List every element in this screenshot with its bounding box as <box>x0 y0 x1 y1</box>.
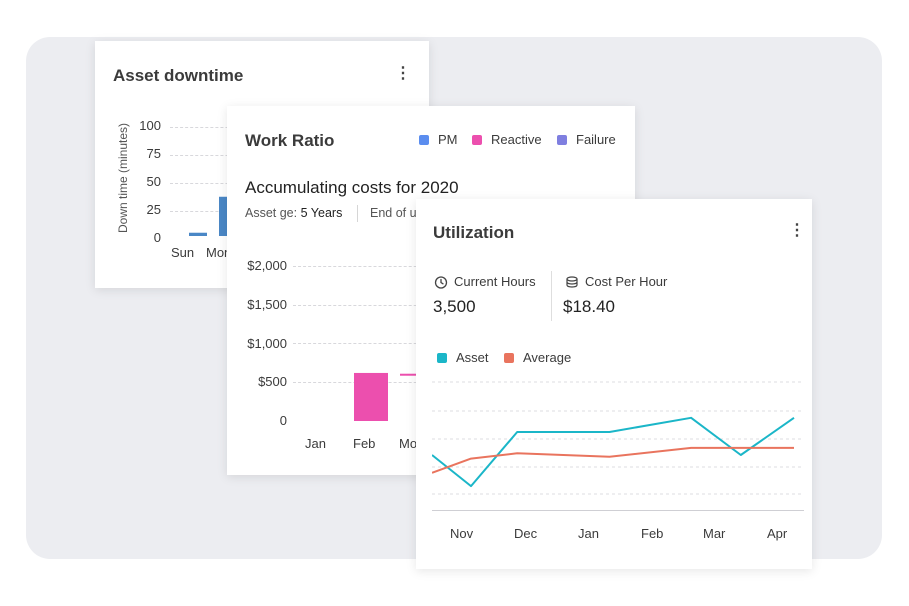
util-line-average <box>432 446 794 474</box>
downtime-ytick: 0 <box>153 230 161 245</box>
end-of-life-filter[interactable]: End of u <box>370 206 417 220</box>
util-xtick: Mar <box>703 526 726 541</box>
cost-xtick: Jan <box>305 436 326 451</box>
legend-label-pm: PM <box>438 132 458 147</box>
downtime-ytick: 100 <box>139 118 161 133</box>
downtime-xtick: Sun <box>171 245 195 260</box>
asset-age-label: Asset ge: <box>245 206 298 220</box>
util-xtick: Nov <box>450 526 474 541</box>
legend-swatch-asset <box>437 352 447 363</box>
legend-pm: PM <box>419 132 458 147</box>
cost-ytick: $2,000 <box>247 258 287 273</box>
cost-xtick: Feb <box>353 436 376 451</box>
legend-average: Average <box>504 350 571 365</box>
legend-failure: Failure <box>557 132 616 147</box>
cost-ytick: $500 <box>258 374 287 389</box>
downtime-ylabel: Down time (minutes) <box>116 122 130 234</box>
coins-icon <box>566 276 578 288</box>
work-ratio-title: Work Ratio <box>245 131 335 150</box>
util-xtick: Apr <box>767 526 788 541</box>
downtime-menu-icon[interactable]: ⋮ <box>395 65 411 82</box>
utilization-plot <box>432 381 804 495</box>
utilization-card: Utilization ⋮ Current Hours 3,500 Cost P… <box>416 199 812 569</box>
util-xtick: Dec <box>514 526 538 541</box>
current-hours-value: 3,500 <box>433 297 476 316</box>
asset-age-filter[interactable]: Asset ge: 5 Years <box>245 206 342 220</box>
downtime-ytick: 75 <box>146 146 161 161</box>
cost-ytick: $1,500 <box>247 297 287 312</box>
utilization-title: Utilization <box>433 223 515 242</box>
legend-swatch-average <box>504 352 514 363</box>
cost-per-hour-value: $18.40 <box>563 297 615 316</box>
kpi-divider <box>551 271 552 321</box>
downtime-title: Asset downtime <box>113 66 244 85</box>
cost-ytick: $1,000 <box>247 336 287 351</box>
legend-asset: Asset <box>437 350 489 365</box>
cost-xtick: Mo <box>399 436 418 451</box>
legend-swatch-reactive <box>472 134 482 145</box>
cost-per-hour-label: Cost Per Hour <box>585 274 668 289</box>
asset-age-value: 5 Years <box>300 206 343 220</box>
cost-bar <box>400 373 424 376</box>
util-xtick: Feb <box>641 526 664 541</box>
cost-plot <box>354 372 424 421</box>
util-line-asset <box>432 416 795 488</box>
downtime-bar <box>189 232 207 236</box>
timer-icon <box>434 276 448 289</box>
legend-label-failure: Failure <box>576 132 616 147</box>
current-hours-label: Current Hours <box>454 274 536 289</box>
downtime-ytick: 25 <box>146 202 161 217</box>
legend-label-reactive: Reactive <box>491 132 542 147</box>
downtime-xtick: Mon <box>206 245 232 260</box>
cost-bar <box>354 372 388 421</box>
util-xtick: Jan <box>578 526 599 541</box>
work-ratio-subtitle: Accumulating costs for 2020 <box>245 178 459 197</box>
cost-ytick: 0 <box>279 413 287 428</box>
filter-divider <box>357 205 358 222</box>
downtime-ytick: 50 <box>146 174 161 189</box>
utilization-axis <box>432 510 804 511</box>
utilization-menu-icon[interactable]: ⋮ <box>789 222 805 239</box>
legend-reactive: Reactive <box>472 132 542 147</box>
legend-swatch-pm <box>419 134 429 145</box>
legend-label-asset: Asset <box>456 350 489 365</box>
legend-label-average: Average <box>523 350 572 365</box>
legend-swatch-failure <box>557 134 567 145</box>
